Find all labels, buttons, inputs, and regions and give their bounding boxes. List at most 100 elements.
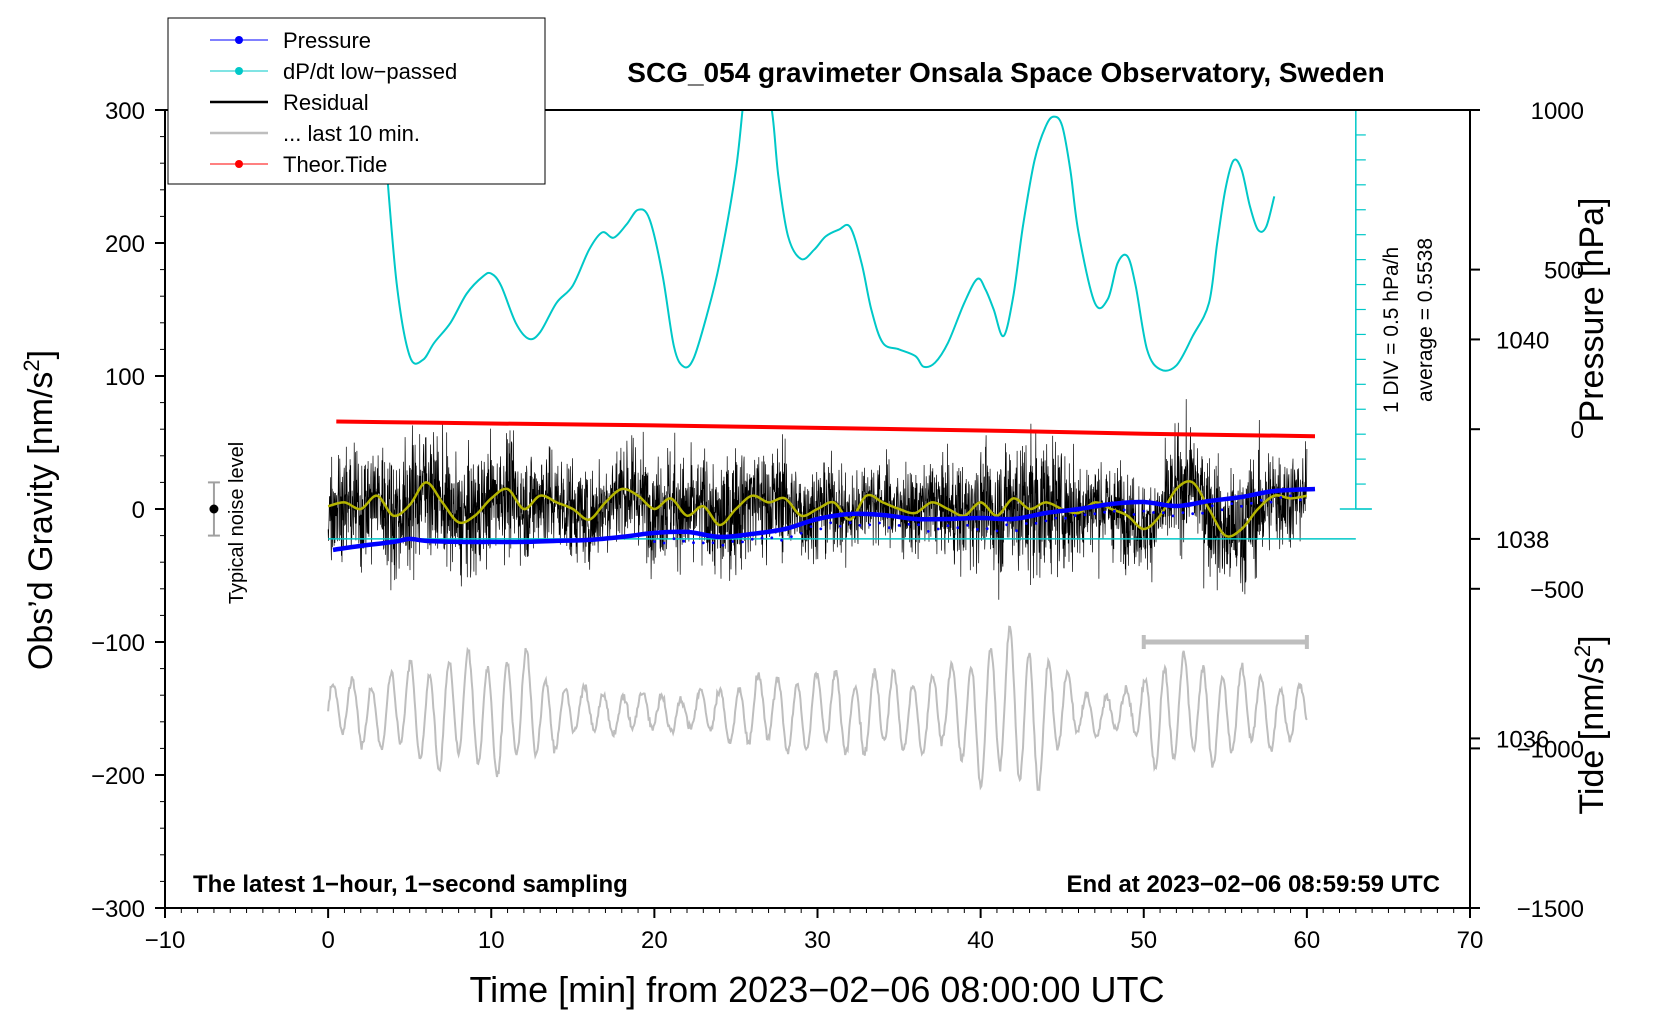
y-axis-label-tide: Tide [nm/s2] — [1570, 635, 1611, 814]
tide-series — [336, 419, 1316, 439]
x-tick-label: 50 — [1130, 927, 1157, 954]
dpdt-series — [328, 110, 1356, 540]
y-tick-label-gravity: 200 — [105, 231, 145, 258]
pressure-point — [946, 524, 950, 527]
pressure-point — [780, 538, 783, 542]
legend-entries: Pressure dP/dt low−passed Residual ... last… — [210, 28, 457, 177]
legend-marker — [235, 67, 243, 75]
pressure-point — [1054, 516, 1058, 520]
pressure-point — [1299, 498, 1302, 502]
pressure-point — [1132, 513, 1136, 516]
pressure-point — [1201, 511, 1204, 515]
legend-label: Theor.Tide — [283, 152, 387, 177]
pressure-point — [1171, 514, 1175, 518]
pressure-point — [692, 541, 695, 545]
dpdt-line — [384, 110, 1276, 372]
y-tick-label-pressure: 1038 — [1496, 527, 1549, 554]
x-tick-label: 40 — [967, 927, 994, 954]
y-tick-label-gravity: −100 — [91, 630, 145, 657]
pressure-point — [701, 541, 705, 545]
legend-marker — [235, 160, 243, 168]
y-tick-label-gravity: −300 — [91, 896, 145, 923]
annotation-bottom-right: End at 2023−02−06 08:59:59 UTC — [1066, 871, 1440, 898]
legend: Pressure dP/dt low−passed Residual ... last… — [167, 17, 546, 185]
pressure-point — [731, 540, 735, 543]
legend-label: Residual — [283, 90, 369, 115]
pressure-point — [809, 525, 813, 528]
pressure-point — [1122, 508, 1126, 512]
pressure-point — [741, 540, 744, 544]
y-axis-label-gravity: Obs’d Gravity [nm/s2] — [19, 350, 60, 670]
y-tick-label-tide: 1000 — [1531, 98, 1584, 125]
axis-ticks: −10 0 10 20 30 40 50 60 703002001000−100−200−300… — [91, 98, 1584, 954]
tide-line — [336, 419, 1316, 439]
legend-label: Pressure — [283, 28, 371, 53]
y-tick-label-tide: 0 — [1571, 417, 1584, 444]
pressure-point — [966, 523, 969, 527]
pressure-point — [936, 527, 940, 531]
pressure-point — [917, 523, 920, 527]
y-tick-label-pressure: 1036 — [1496, 726, 1549, 753]
legend-label: dP/dt low−passed — [283, 59, 457, 84]
pressure-point — [662, 541, 666, 545]
residual-smoothed-line — [327, 480, 1308, 538]
pressure-point — [838, 524, 842, 528]
y-tick-label-pressure: 1040 — [1496, 327, 1549, 354]
legend-label: ... last 10 min. — [283, 121, 420, 146]
pressure-point — [1024, 522, 1028, 525]
y-axis-label-tide-main: Tide [nm/s — [1573, 657, 1611, 814]
pressure-series — [332, 486, 1316, 553]
pressure-point — [1083, 513, 1087, 517]
pressure-point — [1152, 511, 1155, 514]
pressure-point — [653, 540, 656, 543]
pressure-point — [1240, 504, 1243, 508]
pressure-point — [1064, 516, 1067, 520]
pressure-point — [1181, 511, 1185, 514]
pressure-point — [956, 526, 960, 530]
pressure-point — [1210, 504, 1214, 508]
pressure-point — [1279, 496, 1283, 499]
pressure-point — [868, 523, 872, 527]
y-axis-label-tide-end: ] — [1573, 635, 1611, 644]
y-tick-label-gravity: 300 — [105, 98, 145, 125]
legend-marker — [235, 36, 243, 44]
y-tick-label-tide: −500 — [1530, 577, 1584, 604]
last-10-min-line — [327, 625, 1308, 792]
pressure-point — [878, 521, 881, 525]
pressure-point — [1269, 500, 1273, 504]
pressure-point — [790, 535, 793, 539]
pressure-point — [1113, 509, 1116, 513]
pressure-point — [976, 528, 979, 531]
pressure-point — [927, 530, 930, 533]
pressure-point — [995, 529, 999, 533]
pressure-point — [1259, 498, 1263, 502]
chart-title: SCG_054 gravimeter Onsala Space Observat… — [627, 57, 1384, 88]
residual-series — [327, 399, 1308, 600]
y-axis-label-tide-sup: 2 — [1570, 645, 1595, 657]
pressure-point — [770, 536, 774, 540]
chart-overlays — [207, 109, 1372, 649]
pressure-point — [1161, 511, 1165, 515]
pressure-point — [750, 537, 754, 541]
y-axis-label-gravity-end: ] — [22, 350, 60, 359]
pressure-point — [1044, 519, 1048, 523]
y-axis-label-gravity-main: Obs’d Gravity [nm/s — [22, 372, 60, 671]
pressure-point — [1142, 509, 1146, 513]
residual-line — [327, 399, 1308, 600]
x-tick-label: 30 — [804, 927, 831, 954]
dpdt-scale-div-label: 1 DIV = 0.5 hPa/h — [1380, 247, 1403, 413]
pressure-point — [848, 521, 852, 525]
pressure-point — [907, 522, 911, 526]
x-tick-label: 10 — [478, 927, 505, 954]
pressure-point — [819, 527, 823, 531]
pressure-point — [1289, 494, 1292, 498]
pressure-point — [1093, 512, 1097, 516]
pressure-point — [711, 541, 715, 545]
pressure-point — [1034, 521, 1038, 525]
x-tick-label: 70 — [1457, 927, 1484, 954]
x-axis-label: Time [min] from 2023−02−06 08:00:00 UTC — [469, 969, 1164, 1010]
pressure-point — [887, 526, 891, 530]
last-10-min-series — [327, 625, 1308, 792]
pressure-point — [721, 543, 725, 547]
